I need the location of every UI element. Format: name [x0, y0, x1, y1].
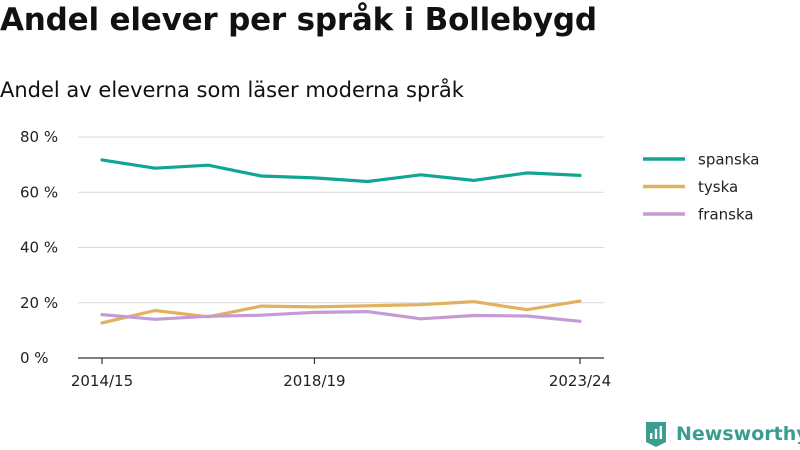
x-tick-label: 2014/15: [71, 372, 133, 390]
y-axis: 0 % 20 % 40 % 60 % 80 %: [20, 128, 58, 367]
y-tick-label: 40 %: [20, 239, 58, 257]
series-lines: [100, 158, 582, 325]
legend-label-spanska: spanska: [698, 151, 759, 169]
series-line-tyska: [100, 299, 582, 325]
legend: spanska tyska franska: [643, 151, 759, 224]
chart-subtitle: Andel av eleverna som läser moderna språ…: [0, 78, 464, 102]
legend-label-franska: franska: [698, 206, 754, 224]
x-tick-label: 2023/24: [549, 372, 611, 390]
brand-logo: Newsworthy: [644, 420, 800, 448]
brand-name: Newsworthy: [676, 423, 800, 445]
x-axis: 2014/15 2018/19 2023/24: [71, 357, 611, 390]
grid-lines: [78, 136, 604, 304]
series-line-franska: [100, 310, 582, 323]
newsworthy-logo-icon: [646, 422, 666, 447]
x-tick-label: 2018/19: [283, 372, 345, 390]
y-tick-label: 80 %: [20, 128, 58, 146]
chart-title: Andel elever per språk i Bollebygd: [0, 2, 597, 38]
y-tick-label: 60 %: [20, 183, 58, 201]
y-tick-label: 20 %: [20, 294, 58, 312]
legend-label-tyska: tyska: [698, 178, 738, 196]
y-tick-label: 0 %: [20, 349, 49, 367]
series-line-spanska: [100, 158, 582, 184]
